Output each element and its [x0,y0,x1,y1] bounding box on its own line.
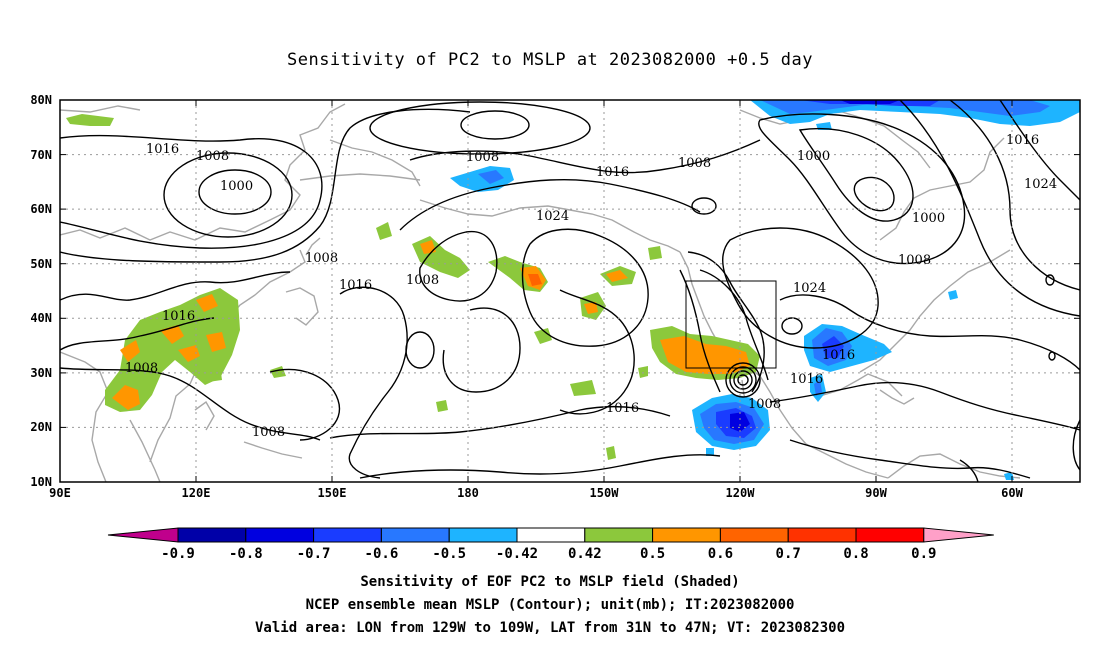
contour-label: 1008 [406,273,439,288]
contour-label: 1008 [252,425,285,440]
colorbar-label: -0.6 [365,546,399,562]
lat-label: 70N [30,148,52,162]
colorbar-label: 0.9 [911,546,936,562]
longitude-axis: 90E 120E 150E 180 150W 120W 90W 60W [49,100,1024,500]
colorbar-segment [177,527,247,543]
contour-label: 1008 [748,397,781,412]
colorbar-segment [516,527,586,543]
colorbar-segment [313,527,382,543]
lon-label: 150E [318,486,347,500]
colorbar-label: 0.5 [640,546,665,562]
lat-label: 20N [30,420,52,434]
colorbar-label: -0.9 [161,546,195,562]
lon-label: 120W [726,486,756,500]
lat-label: 60N [30,202,52,216]
contour-label: 1016 [162,309,195,324]
caption-line-1: Sensitivity of EOF PC2 to MSLP field (Sh… [360,574,740,590]
map-title: Sensitivity of PC2 to MSLP at 2023082000… [286,50,813,70]
lat-label: 40N [30,311,52,325]
colorbar-low-triangle [107,527,179,543]
contour-label: 1008 [678,156,711,171]
lon-label: 90E [49,486,71,500]
lon-label: 60W [1001,486,1023,500]
mslp-contours [60,100,1080,482]
contour-label: 1016 [606,401,639,416]
colorbar-label: 0.7 [776,546,801,562]
contour-label: 1024 [1024,177,1057,192]
lat-label: 80N [30,93,52,107]
lon-label: 90W [865,486,887,500]
caption-line-3: Valid area: LON from 129W to 109W, LAT f… [254,620,845,636]
colorbar-segment [652,527,721,543]
lat-label: 30N [30,366,52,380]
latitude-axis: 80N 70N 60N 50N 40N 30N 20N 10N [30,93,1080,489]
colorbar-label: -0.8 [229,546,263,562]
contour-label: 1000 [912,211,945,226]
colorbar-segment [380,527,450,543]
contour-label: 1016 [339,278,372,293]
contour-label: 1016 [146,142,179,157]
lon-label: 180 [457,486,479,500]
contour-label: 1008 [196,149,229,164]
contour-label: 1008 [305,251,338,266]
contour-label: 1016 [790,372,823,387]
colorbar-segment [855,527,925,543]
contour-labels: 1016 1008 1000 1008 1008 1016 1024 1016 … [125,133,1057,440]
colorbar-segment [719,527,789,543]
colorbar-label: 0.42 [568,546,602,562]
contour-label: 1016 [822,348,855,363]
plot-frame [59,99,1081,483]
contour-label: 1024 [793,281,826,296]
colorbar-segment [448,527,518,543]
caption-line-2: NCEP ensemble mean MSLP (Contour); unit(… [305,597,795,613]
colorbar-label: -0.42 [496,546,538,562]
contour-label: 1008 [466,150,499,165]
lon-label: 120E [182,486,211,500]
contour-label: 1000 [220,179,253,194]
colorbar-label: -0.5 [432,546,466,562]
valid-area-box [685,280,777,369]
lat-label: 10N [30,475,52,489]
colorbar-label: 0.6 [708,546,733,562]
colorbar-segment [584,527,654,543]
contour-label: 1024 [536,209,569,224]
contour-label: 1008 [898,253,931,268]
contour-label: 1016 [596,165,629,180]
colorbar-label: 0.8 [843,546,868,562]
colorbar-label: -0.7 [297,546,331,562]
contour-label: 1016 [1006,133,1039,148]
colorbar-segment [787,527,857,543]
contour-label: 1000 [797,149,830,164]
colorbar: -0.9 -0.8 -0.7 -0.6 -0.5 -0.42 0.42 0.5 0.6 0.7 0.… [107,527,994,562]
contour-label: 1008 [125,361,158,376]
colorbar-segment [245,527,315,543]
lon-label: 150W [590,486,620,500]
lat-label: 50N [30,257,52,271]
colorbar-high-triangle [923,527,994,543]
graticule [60,100,1080,482]
